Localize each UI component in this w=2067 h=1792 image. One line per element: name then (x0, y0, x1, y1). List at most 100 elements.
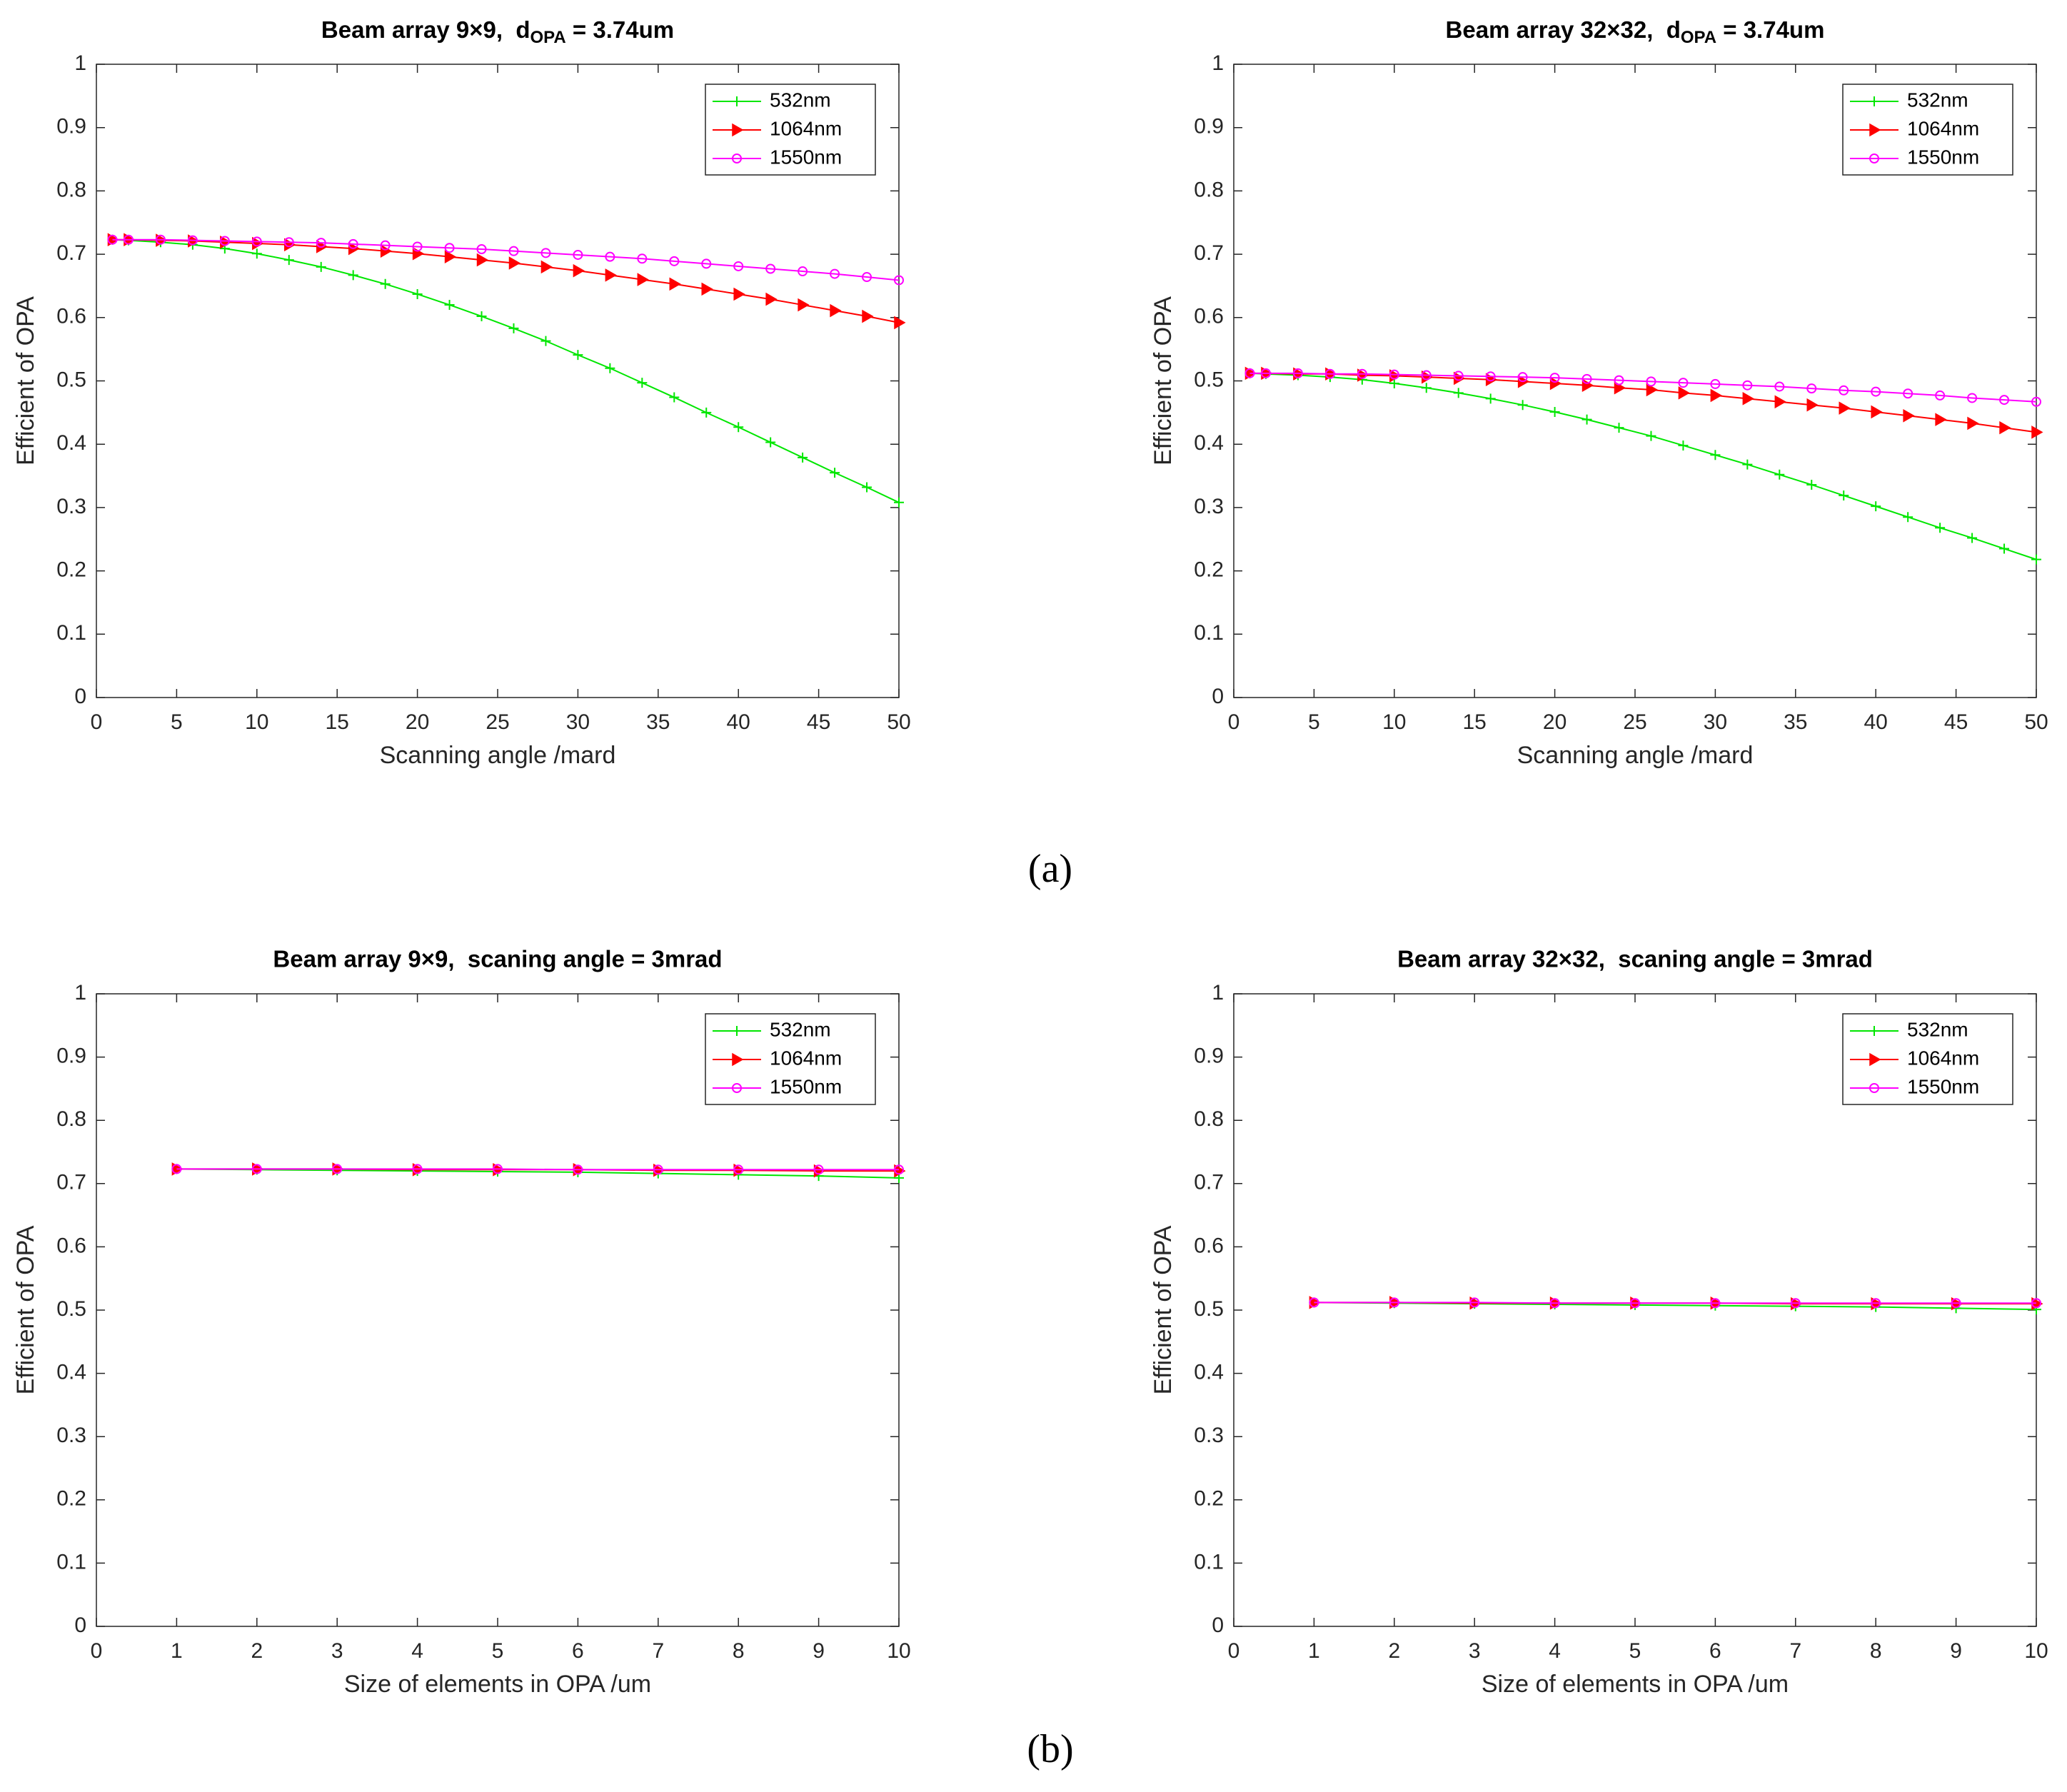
marker (1742, 392, 1754, 406)
marker (316, 261, 326, 272)
title-part: = 3.74um (566, 16, 674, 43)
marker (1309, 1297, 1319, 1308)
y-tick-label: 0.1 (1194, 621, 1224, 645)
marker (2031, 426, 2043, 439)
marker (1935, 390, 1946, 401)
marker (573, 263, 585, 278)
y-tick-label: 0.2 (56, 1487, 86, 1511)
y-tick-label: 0.1 (56, 1550, 86, 1574)
marker (1999, 543, 2010, 554)
x-tick-label: 45 (1944, 710, 1968, 734)
marker (1839, 490, 1849, 501)
x-tick-label: 35 (646, 710, 670, 734)
marker (1967, 393, 1978, 403)
caption: (b) (1027, 1727, 1073, 1771)
marker (1903, 408, 1915, 423)
marker (1903, 512, 1913, 523)
legend-label: 532nm (1907, 1018, 1968, 1040)
y-tick-label: 0 (74, 685, 86, 708)
marker (2031, 1298, 2041, 1309)
marker (1869, 1083, 1879, 1093)
marker (1869, 96, 1879, 106)
marker (1581, 414, 1592, 425)
marker (862, 309, 874, 323)
y-tick-label: 0.4 (1194, 431, 1224, 455)
y-tick-label: 0.2 (1194, 558, 1224, 582)
x-tick-label: 50 (887, 710, 910, 734)
marker (573, 350, 583, 361)
y-tick-label: 0.7 (1194, 241, 1224, 265)
marker (1869, 153, 1879, 163)
marker (1742, 380, 1753, 391)
axes-box (1233, 64, 2037, 698)
marker (830, 268, 840, 279)
marker (1614, 375, 1624, 386)
y-tick-label: 0.7 (56, 241, 86, 265)
marker (732, 153, 742, 163)
marker (316, 238, 326, 248)
marker (251, 1164, 262, 1174)
marker (444, 250, 457, 263)
chart-title: Beam array 32×32, dOPA = 3.74um (1446, 16, 1825, 48)
x-tick-label: 15 (1463, 710, 1487, 734)
marker (1806, 398, 1819, 412)
marker (573, 249, 583, 260)
marker (1710, 378, 1721, 389)
marker (1710, 450, 1721, 460)
marker (171, 1164, 182, 1174)
x-tick-label: 9 (813, 1639, 825, 1663)
marker (1806, 479, 1817, 490)
marker (412, 1164, 423, 1174)
marker (476, 253, 489, 267)
chart: Beam array 32×32, dOPA = 3.74um Scanning … (1150, 16, 2048, 769)
marker (1935, 523, 1946, 533)
marker (123, 234, 134, 245)
marker (733, 261, 744, 271)
x-tick-label: 45 (807, 710, 830, 734)
marker (1292, 368, 1303, 378)
y-tick-label: 0.2 (56, 558, 86, 582)
y-tick-label: 1 (1212, 981, 1224, 1005)
y-axis-label: Efficient of OPA (1150, 1225, 1177, 1394)
marker (830, 303, 842, 318)
title-part: Beam array 32×32, d (1446, 16, 1681, 43)
marker (1549, 376, 1562, 391)
x-tick-label: 5 (492, 1639, 504, 1663)
marker (1903, 388, 1913, 399)
x-tick-label: 35 (1784, 710, 1807, 734)
marker (155, 234, 166, 245)
marker (765, 437, 776, 448)
y-tick-label: 0.5 (56, 368, 86, 391)
marker (444, 243, 455, 253)
marker (412, 241, 423, 252)
x-tick-label: 3 (1469, 1639, 1481, 1663)
y-axis-label: Efficient of OPA (1150, 296, 1177, 465)
marker (1871, 405, 1883, 419)
x-tick-label: 40 (727, 710, 750, 734)
marker (1678, 440, 1689, 450)
marker (894, 1164, 904, 1175)
y-tick-label: 1 (74, 981, 86, 1005)
x-tick-label: 10 (2024, 1639, 2048, 1663)
marker (732, 96, 742, 106)
y-tick-label: 1 (1212, 51, 1224, 75)
marker (1453, 371, 1464, 381)
series-line (112, 238, 900, 281)
marker (380, 240, 391, 251)
series-line (112, 238, 900, 503)
marker (1839, 401, 1851, 415)
marker (1421, 383, 1432, 393)
x-tick-label: 8 (733, 1639, 745, 1663)
marker (1935, 413, 1947, 426)
y-tick-label: 0.6 (56, 1234, 86, 1257)
x-axis-label: Scanning angle /mard (1517, 742, 1754, 769)
x-tick-label: 10 (887, 1639, 910, 1663)
x-tick-label: 1 (171, 1639, 183, 1663)
marker (540, 260, 553, 274)
marker (1549, 1298, 1560, 1309)
marker (1869, 123, 1881, 137)
marker (1790, 1298, 1801, 1309)
marker (1871, 386, 1881, 397)
marker (348, 238, 358, 249)
